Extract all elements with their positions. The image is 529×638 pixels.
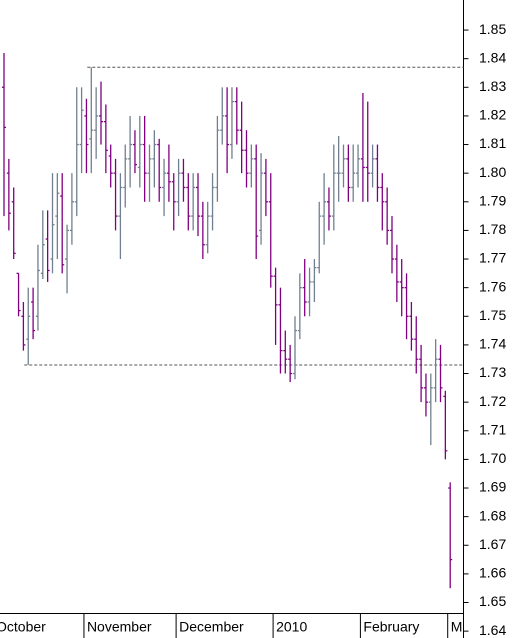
y-tick-label: 1.85	[479, 21, 506, 37]
y-tick-label: 1.79	[479, 192, 506, 208]
y-tick-label: 1.77	[479, 250, 506, 266]
y-tick-label: 1.75	[479, 307, 506, 323]
y-tick-label: 1.84	[479, 49, 506, 65]
y-tick-label: 1.76	[479, 278, 506, 294]
x-tick-label: December	[179, 619, 244, 635]
y-tick-label: 1.72	[479, 393, 506, 409]
y-tick-label: 1.65	[479, 593, 506, 609]
y-tick-label: 1.68	[479, 507, 506, 523]
y-tick-label: 1.74	[479, 336, 506, 352]
y-tick-label: 1.71	[479, 421, 506, 437]
x-tick-label: February	[363, 619, 419, 635]
x-tick-label: 2010	[276, 619, 307, 635]
y-tick-label: 1.81	[479, 135, 506, 151]
y-tick-label: 1.69	[479, 479, 506, 495]
y-tick-label: 1.78	[479, 221, 506, 237]
x-tick-label: November	[87, 619, 152, 635]
y-tick-label: 1.73	[479, 364, 506, 380]
x-tick-label: October	[0, 619, 46, 635]
y-tick-label: 1.82	[479, 107, 506, 123]
y-tick-label: 1.83	[479, 78, 506, 94]
y-tick-label: 1.66	[479, 565, 506, 581]
x-tick-label: M	[451, 619, 463, 635]
y-tick-label: 1.80	[479, 164, 506, 180]
y-tick-label: 1.67	[479, 536, 506, 552]
y-tick-label: 1.64	[479, 622, 506, 638]
y-tick-label: 1.70	[479, 450, 506, 466]
